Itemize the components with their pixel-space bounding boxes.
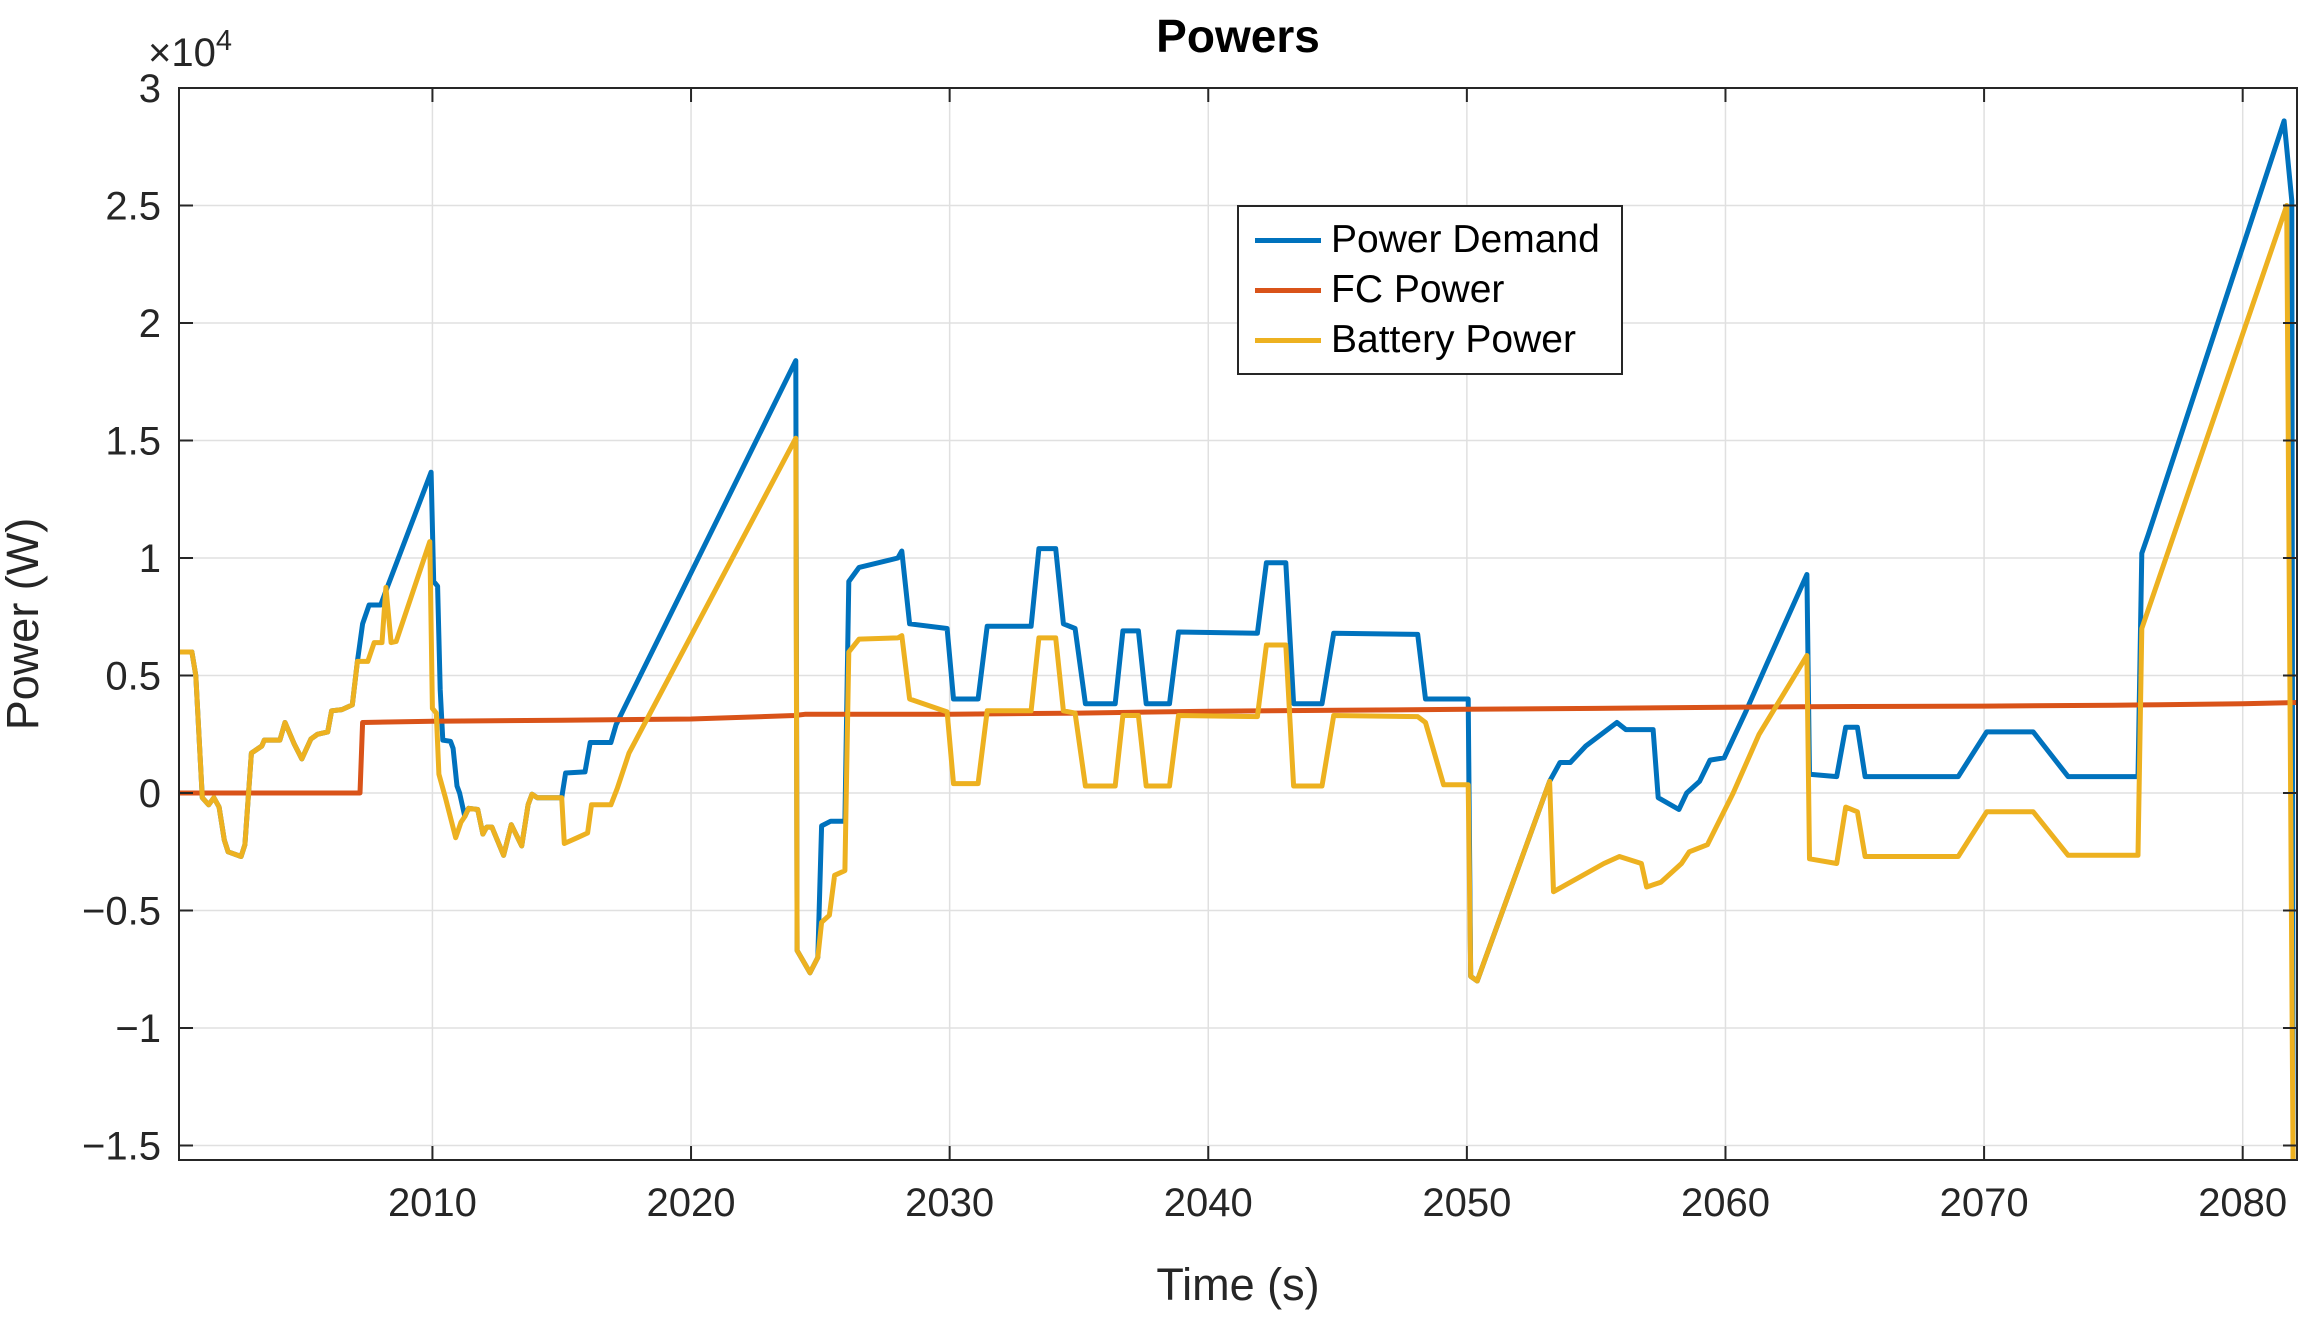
axes-box-and-ticks (178, 87, 2298, 1161)
legend-box: Power Demand FC Power Battery Power (1237, 205, 1623, 375)
x-tick-label: 2030 (905, 1181, 994, 1225)
legend-label: Power Demand (1331, 218, 1600, 261)
y-tick-label: 2.5 (105, 185, 161, 229)
x-tick-label: 2010 (388, 1181, 477, 1225)
legend-item-power-demand: Power Demand (1239, 218, 1621, 262)
legend-line-sample-fc-power (1255, 287, 1321, 293)
legend-label: FC Power (1331, 268, 1505, 311)
y-tick-label: 1 (139, 537, 161, 581)
x-axis-label: Time (s) (1156, 1259, 1319, 1310)
legend-line-sample-battery-power (1255, 337, 1321, 343)
y-tick-label: 3 (139, 67, 161, 111)
legend-item-battery-power: Battery Power (1239, 318, 1621, 362)
chart-layers: 2010 2020 2030 2040 2050 2060 2070 2080 3 2.5 2 1.5… (82, 67, 2298, 1225)
chart-title: Powers (1156, 10, 1320, 62)
x-tick-label: 2050 (1422, 1181, 1511, 1225)
x-tick-label: 2040 (1164, 1181, 1253, 1225)
y-tick-label: 2 (139, 302, 161, 346)
y-tick-label: 0 (139, 772, 161, 816)
y-tick-label: −0.5 (82, 890, 161, 934)
x-tick-label: 2080 (2198, 1181, 2287, 1225)
series-fc-power (179, 700, 2297, 796)
series-battery-power (179, 203, 2296, 1160)
y-tick-label: 0.5 (105, 655, 161, 699)
y-axis-label: Power (W) (0, 518, 48, 731)
series-lines (179, 118, 2297, 1160)
y-tick-label: −1 (115, 1007, 161, 1051)
y-axis-exponent: ×104 (148, 25, 232, 75)
legend-line-sample-power-demand (1255, 237, 1321, 243)
y-tick-label: −1.5 (82, 1125, 161, 1169)
tick-labels: 2010 2020 2030 2040 2050 2060 2070 2080 3 2.5 2 1.5… (82, 67, 2287, 1225)
legend-item-fc-power: FC Power (1239, 268, 1621, 312)
x-tick-label: 2070 (1940, 1181, 2029, 1225)
grid-lines (179, 87, 2297, 1160)
y-tick-label: 1.5 (105, 420, 161, 464)
x-tick-label: 2020 (647, 1181, 736, 1225)
axes-box (178, 87, 2298, 1161)
x-tick-label: 2060 (1681, 1181, 1770, 1225)
legend-label: Battery Power (1331, 318, 1576, 361)
